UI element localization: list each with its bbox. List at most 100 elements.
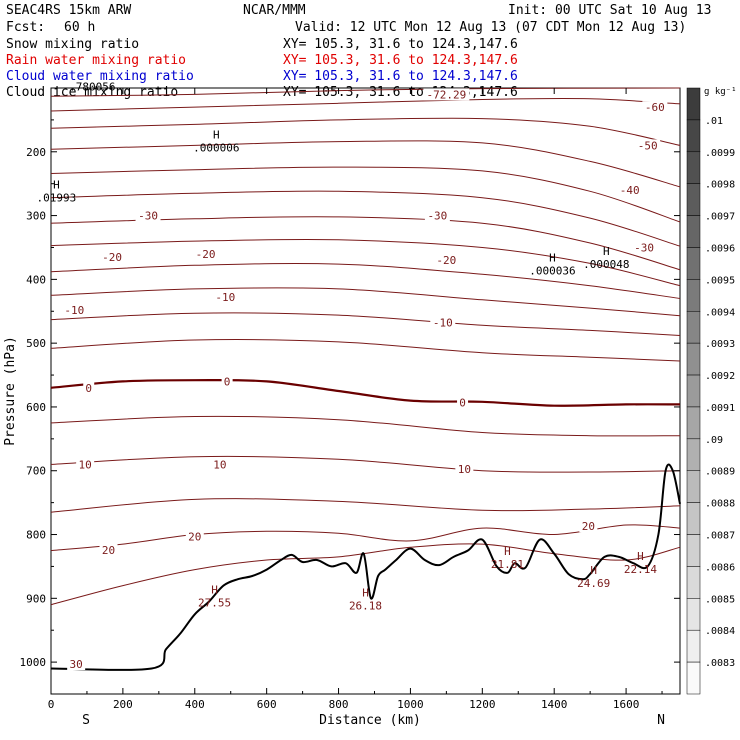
isotherm-label-bg-6 xyxy=(631,241,657,254)
isotherm-label-0: -72.29 xyxy=(426,88,466,101)
colorbar-label-6: .0094 xyxy=(705,307,735,318)
terrain-line xyxy=(50,463,681,671)
plot-area: -72.29 -60 -50 -40 -30 -30 -30 -20 -20 -20 -10 -10 -… xyxy=(20,81,681,711)
isotherm-label-bg-8 xyxy=(193,247,219,260)
extremum-marker-8: H xyxy=(637,550,644,563)
colorbar-cell-3 xyxy=(686,183,701,216)
isotherm-label-7: -20 xyxy=(102,251,122,264)
isotherm-label-3: -40 xyxy=(620,184,640,197)
isotherm-label-bg-11 xyxy=(212,291,238,304)
isotherm-8 xyxy=(50,262,681,299)
isotherm-15 xyxy=(50,498,681,513)
isotherm-label-22: 30 xyxy=(70,658,83,671)
extremum-value-6: 26.18 xyxy=(349,600,382,613)
field-name-0: Snow mixing ratio xyxy=(6,37,139,52)
isotherm-label-15: 0 xyxy=(459,396,466,409)
isotherm-label-1: -60 xyxy=(645,101,665,114)
isotherm-label-20: 20 xyxy=(188,530,201,543)
colorbar-cell-7 xyxy=(686,311,701,344)
colorbar-label-14: .0086 xyxy=(705,562,735,573)
isotherm-11 xyxy=(50,339,681,362)
colorbar-cell-17 xyxy=(686,629,701,663)
field-name-1: Rain water mixing ratio xyxy=(6,53,186,68)
isotherm-17 xyxy=(50,543,681,606)
x-tick-label-3: 600 xyxy=(257,698,277,711)
colorbar-label-16: .0084 xyxy=(705,626,735,637)
isotherm-label-bg-19 xyxy=(99,543,118,556)
colorbar-cell-4 xyxy=(686,215,701,248)
extremum-value-0: .000006 xyxy=(193,141,239,154)
plot-frame xyxy=(50,87,681,695)
isotherm-label-bg-3 xyxy=(617,184,643,197)
y-tick-label-4: 600 xyxy=(26,401,46,414)
endpoint-right: N xyxy=(657,713,665,728)
y-tick-label-8: 1000 xyxy=(20,656,47,669)
x-tick-label-1: 200 xyxy=(113,698,133,711)
colorbar-unit: g kg⁻¹ xyxy=(704,87,737,97)
y-tick-label-3: 500 xyxy=(26,337,46,350)
isotherm-label-10: -10 xyxy=(64,304,84,317)
isotherm-labels: -72.29 -60 -50 -40 -30 -30 -30 -20 -20 -20 -10 -10 -… xyxy=(61,81,668,671)
field-xy-0: XY= 105.3, 31.6 to 124.3,147.6 xyxy=(283,37,518,52)
init-time: Init: 00 UTC Sat 10 Aug 13 xyxy=(508,3,712,18)
extremum-marker-2: H xyxy=(549,252,556,265)
isotherm-lines xyxy=(50,87,681,606)
endpoint-left: S xyxy=(82,713,90,728)
extremum-value-3: .000048 xyxy=(583,258,629,271)
colorbar-cell-18 xyxy=(686,661,701,695)
isotherm-label-18: 10 xyxy=(458,463,471,476)
extremum-marker-1: H xyxy=(53,178,60,191)
isotherm-10 xyxy=(50,312,681,336)
isotherm-label-bg-13 xyxy=(83,381,95,394)
isotherm-label-bg-15 xyxy=(457,396,469,409)
extremum-value-5: 27.55 xyxy=(198,596,231,609)
extremum-marker-6: H xyxy=(362,587,369,600)
colorbar-label-7: .0093 xyxy=(705,339,735,350)
colorbar-label-3: .0097 xyxy=(705,212,735,223)
field-xy-1: XY= 105.3, 31.6 to 124.3,147.6 xyxy=(283,53,518,68)
colorbar-label-15: .0085 xyxy=(705,594,735,605)
y-tick-label-0: 200 xyxy=(26,146,46,159)
colorbar-label-0: .01 xyxy=(705,116,723,127)
isotherm-label-bg-12 xyxy=(430,316,456,329)
isotherm-label-bg-5 xyxy=(424,209,450,222)
isotherm-14 xyxy=(50,455,681,473)
colorbar-cell-11 xyxy=(686,438,701,471)
field-name-3: Cloud ice mixing ratio xyxy=(6,85,178,100)
isotherm-label-bg-14 xyxy=(221,375,233,388)
isotherm-label-21: 20 xyxy=(582,520,595,533)
x-tick-label-4: 800 xyxy=(329,698,349,711)
extremum-value-8: 22.14 xyxy=(624,563,657,576)
colorbar-cell-10 xyxy=(686,406,701,440)
model-title: SEAC4RS 15km ARW xyxy=(6,3,131,18)
isotherm-label-2: -50 xyxy=(638,139,658,152)
isotherm-2 xyxy=(50,117,681,146)
fcst-label: Fcst: xyxy=(6,20,45,35)
x-tick-label-0: 0 xyxy=(48,698,55,711)
isotherm-label-bg-7 xyxy=(99,251,125,264)
isotherm-label-bg-20 xyxy=(185,530,204,543)
extrema-labels: H.000006H.01993H.000036H.000048H21.81H27… xyxy=(37,128,658,612)
isotherm-label-4: -30 xyxy=(138,210,158,223)
isotherm-label-17: 10 xyxy=(213,458,226,471)
colorbar-label-4: .0096 xyxy=(705,243,735,254)
isotherm-label-bg-21 xyxy=(579,520,598,533)
colorbar-cell-16 xyxy=(686,598,701,631)
isotherm-5 xyxy=(50,190,681,247)
isotherm-4 xyxy=(50,166,681,223)
extremum-marker-0: H xyxy=(213,128,220,141)
colorbar-label-11: .0089 xyxy=(705,467,735,478)
isotherm-label-bg-9 xyxy=(433,254,459,267)
isotherm-label-bg-22 xyxy=(67,658,86,671)
isotherm-label-12: -10 xyxy=(433,317,453,330)
x-tick-label-7: 1400 xyxy=(541,698,568,711)
isotherm-6 xyxy=(50,216,681,271)
isotherm-label-bg-10 xyxy=(61,303,87,316)
x-tick-label-2: 400 xyxy=(185,698,205,711)
colorbar-label-10: .09 xyxy=(705,435,723,446)
isotherm-label-5: -30 xyxy=(427,210,447,223)
isotherm-0 xyxy=(50,87,681,97)
x-tick-label-6: 1200 xyxy=(469,698,496,711)
